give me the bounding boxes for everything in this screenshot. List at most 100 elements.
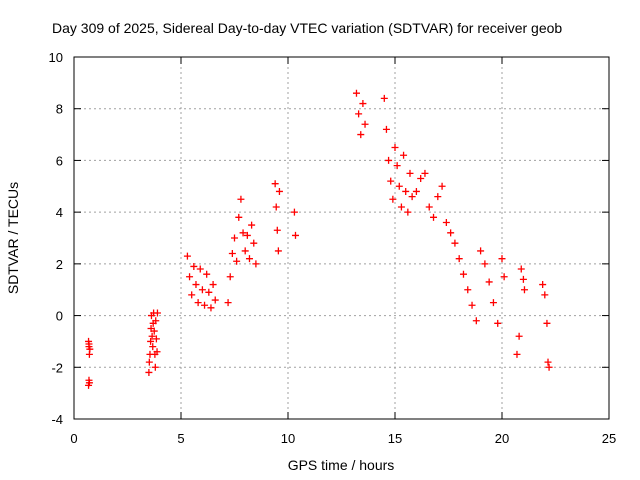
x-tick-label: 5 <box>177 431 184 446</box>
data-point <box>150 327 158 335</box>
data-point <box>275 187 283 195</box>
data-point <box>438 182 446 190</box>
data-point <box>186 273 194 281</box>
data-point <box>408 193 416 201</box>
y-tick-label: 2 <box>56 257 63 272</box>
data-point <box>190 262 198 270</box>
chart-title: Day 309 of 2025, Sidereal Day-to-day VTE… <box>52 20 562 36</box>
data-point <box>273 226 281 234</box>
data-point <box>430 213 438 221</box>
y-tick-label: 8 <box>56 102 63 117</box>
data-point <box>402 187 410 195</box>
x-tick-label: 15 <box>388 431 402 446</box>
data-point <box>85 379 93 387</box>
data-point <box>494 319 502 327</box>
y-tick-label: 6 <box>56 153 63 168</box>
data-point <box>209 281 217 289</box>
data-point <box>489 299 497 307</box>
x-tick-label: 20 <box>495 431 509 446</box>
data-point <box>194 299 202 307</box>
data-point <box>233 257 241 265</box>
data-point <box>192 281 200 289</box>
y-tick-label: -2 <box>51 360 63 375</box>
data-point <box>152 317 160 325</box>
data-point <box>207 304 215 312</box>
data-point <box>519 275 527 283</box>
data-point <box>183 252 191 260</box>
data-point <box>352 89 360 97</box>
data-point <box>447 229 455 237</box>
data-point <box>539 281 547 289</box>
y-axis-label: SDTVAR / TECUs <box>5 182 21 294</box>
data-point <box>520 286 528 294</box>
data-point <box>382 125 390 133</box>
data-point <box>357 131 365 139</box>
data-point <box>250 239 258 247</box>
y-tick-label: -4 <box>51 412 63 427</box>
data-point <box>355 110 363 118</box>
y-tick-label: 0 <box>56 309 63 324</box>
data-point <box>188 291 196 299</box>
data-point <box>517 265 525 273</box>
data-point <box>544 358 552 366</box>
data-point <box>235 213 243 221</box>
y-tick-label: 10 <box>49 50 63 65</box>
data-point <box>545 363 553 371</box>
data-point <box>485 278 493 286</box>
data-point <box>145 368 153 376</box>
data-point <box>515 332 523 340</box>
y-axis-ticks: -4 -2 0 2 4 6 8 10 <box>49 50 609 427</box>
data-point <box>387 177 395 185</box>
data-point <box>241 247 249 255</box>
data-point <box>400 151 408 159</box>
data-point <box>391 144 399 151</box>
data-point <box>468 301 476 309</box>
data-point <box>464 286 472 294</box>
data-point <box>442 218 450 226</box>
data-point <box>149 343 157 351</box>
data-point <box>243 231 251 239</box>
data-point <box>152 335 160 343</box>
data-point <box>498 255 506 263</box>
data-point <box>252 260 260 268</box>
data-point <box>147 337 155 345</box>
data-point <box>237 195 245 203</box>
data-point <box>153 309 161 317</box>
data-point <box>203 270 211 278</box>
data-point <box>406 169 414 177</box>
data-point <box>380 94 388 102</box>
data-point <box>148 332 156 340</box>
data-point <box>153 348 161 356</box>
data-point <box>231 234 238 242</box>
data-point <box>224 299 232 307</box>
x-tick-label: 0 <box>70 431 77 446</box>
x-tick-label: 25 <box>602 431 616 446</box>
data-point <box>455 255 463 263</box>
data-point <box>145 358 153 366</box>
data-point <box>404 208 412 216</box>
data-point <box>290 208 298 216</box>
data-point <box>211 296 219 304</box>
data-point <box>481 260 489 268</box>
data-point <box>389 195 397 203</box>
data-point <box>291 231 299 239</box>
data-point <box>245 255 253 263</box>
data-point <box>86 345 94 353</box>
y-tick-label: 4 <box>56 205 63 220</box>
data-point <box>196 265 204 273</box>
data-point <box>226 273 234 281</box>
data-point <box>451 239 459 247</box>
data-point <box>425 203 433 211</box>
data-point <box>472 317 480 325</box>
data-point <box>412 187 420 195</box>
data-point <box>201 301 209 309</box>
plot-frame <box>73 56 610 420</box>
data-point <box>359 100 367 108</box>
data-point <box>477 247 485 255</box>
data-point <box>500 273 508 281</box>
data-point <box>395 182 403 190</box>
data-point <box>543 319 551 327</box>
x-axis-ticks: 0 5 10 15 20 25 <box>70 57 616 446</box>
data-point <box>541 291 549 299</box>
